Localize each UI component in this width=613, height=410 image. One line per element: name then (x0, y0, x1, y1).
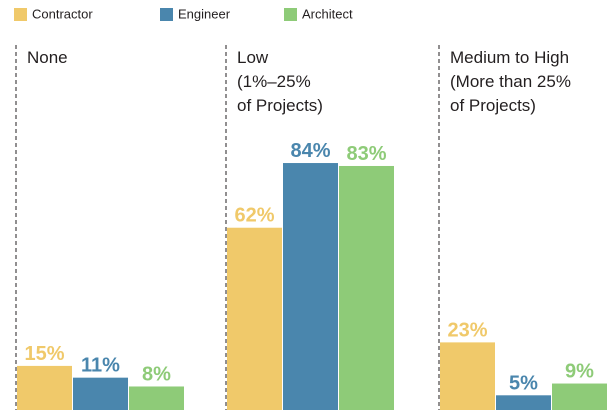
value-label: 5% (509, 372, 538, 394)
category-label: Medium to High (More than 25% of Project… (450, 48, 571, 115)
value-label: 83% (346, 143, 386, 165)
bar (129, 386, 184, 410)
legend-label: Architect (302, 6, 353, 21)
bar (496, 395, 551, 410)
legend-label: Engineer (178, 6, 231, 21)
value-label: 15% (24, 343, 64, 365)
category-label: None (27, 48, 68, 67)
value-label: 84% (290, 140, 330, 162)
bar (17, 365, 72, 410)
bar (440, 342, 495, 410)
bar (283, 163, 338, 410)
legend-swatch (160, 8, 173, 21)
legend-label: Contractor (32, 6, 93, 21)
value-label: 9% (565, 361, 594, 383)
legend-swatch (284, 8, 297, 21)
legend-swatch (14, 8, 27, 21)
category-label: Low (1%–25% of Projects) (237, 48, 323, 115)
value-label: 23% (447, 319, 487, 341)
value-label: 62% (234, 205, 274, 227)
bar (339, 165, 394, 410)
value-label: 8% (142, 363, 171, 385)
bar (73, 377, 128, 410)
bar (227, 227, 282, 410)
bar (552, 383, 607, 410)
value-label: 11% (81, 355, 120, 377)
